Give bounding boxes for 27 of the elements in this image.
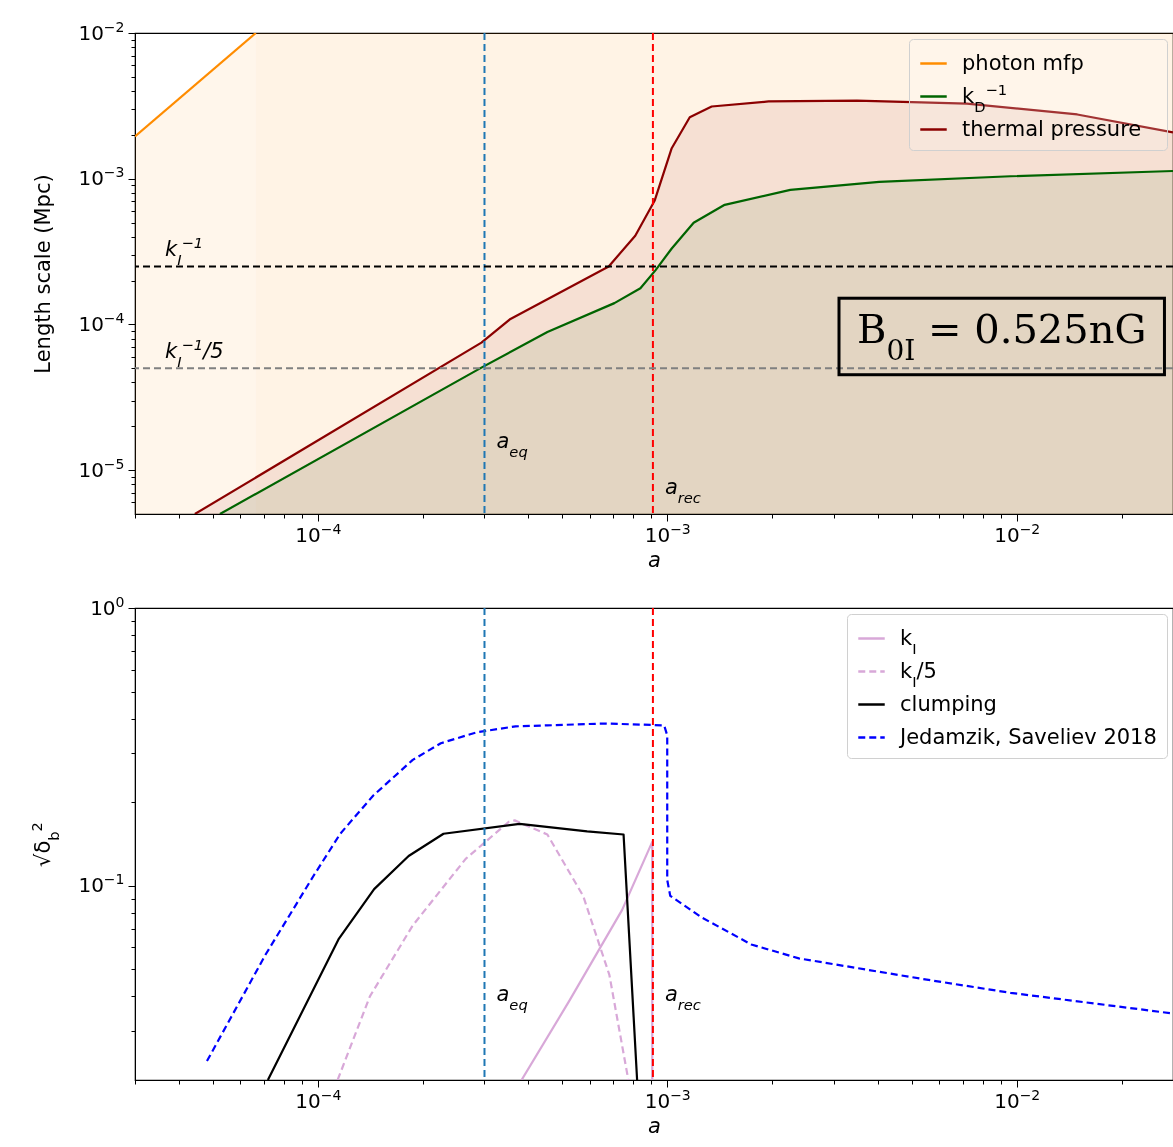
legend-label: clumping: [900, 691, 997, 716]
y-axis-title: Length scale (Mpc): [30, 174, 55, 374]
ref-line-label: a$_{rec}$: [664, 474, 701, 506]
y-tick-label: 10$^{−2}$: [78, 18, 125, 45]
ref-line-label: a$_{eq}$: [496, 982, 528, 1013]
x-axis-title: a: [648, 1113, 661, 1138]
legend-label: thermal pressure: [962, 116, 1142, 141]
x-tick-label: 10$^{−3}$: [644, 1086, 691, 1113]
legend-label: k$_{I}$/5: [900, 658, 937, 689]
x-axis-title: a: [648, 547, 661, 572]
x-tick-label: 10$^{−2}$: [994, 1086, 1041, 1113]
y-tick-label: 10$^{0}$: [90, 593, 125, 620]
legend-label: Jedamzik, Saveliev 2018: [898, 724, 1157, 749]
y-tick-label: 10$^{−5}$: [78, 455, 125, 482]
x-tick-label: 10$^{−4}$: [295, 520, 342, 547]
y-tick-label: 10$^{−4}$: [78, 309, 125, 336]
x-tick-label: 10$^{−2}$: [994, 520, 1041, 547]
legend-label: photon mfp: [962, 50, 1084, 75]
ref-line-label: a$_{rec}$: [664, 982, 701, 1013]
annotation: B$_{0I}$ = 0.525nG: [857, 306, 1147, 367]
ref-line-label: a$_{eq}$: [496, 428, 528, 460]
y-tick-label: 10$^{−3}$: [78, 164, 125, 191]
y-tick-label: 10$^{−1}$: [78, 871, 125, 898]
ref-line-label: k$_{I}$$^{−1}$/5: [165, 335, 224, 370]
x-tick-label: 10$^{−4}$: [295, 1086, 342, 1113]
legend-label: k$_{I}$: [900, 625, 917, 656]
x-tick-label: 10$^{−3}$: [644, 520, 691, 547]
